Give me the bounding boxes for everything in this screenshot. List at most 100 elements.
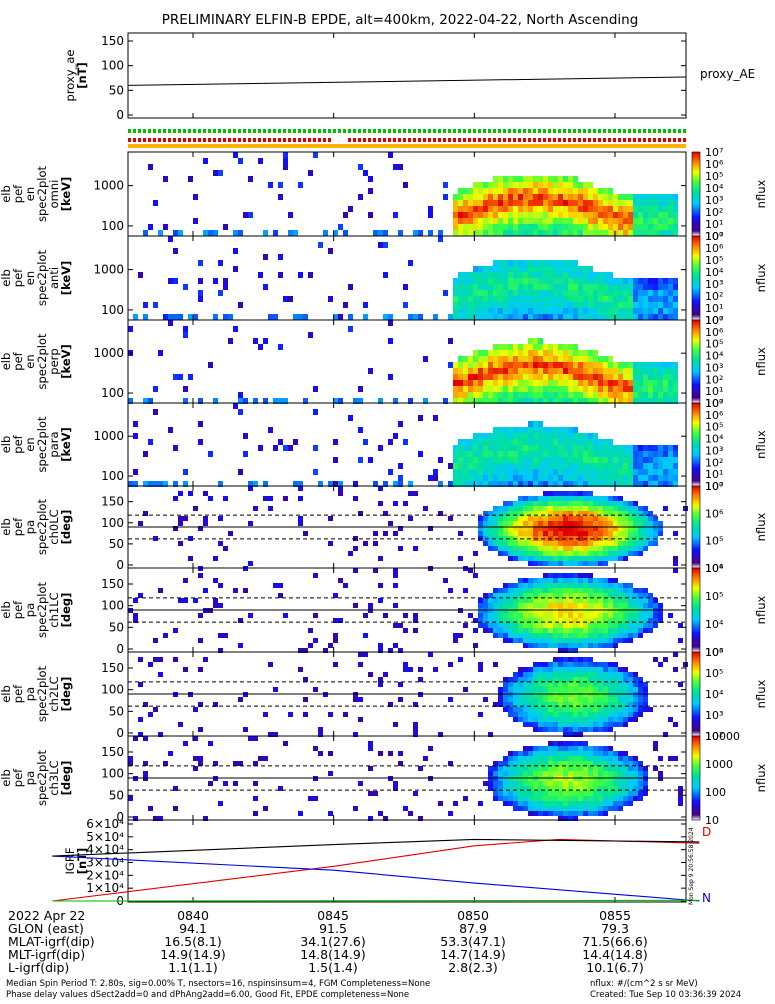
heat-cell [558, 506, 563, 511]
heat-cell [283, 296, 288, 302]
heat-cell [643, 618, 648, 623]
heat-cell [658, 314, 663, 320]
heat-cell [578, 194, 583, 200]
heat-cell [578, 368, 583, 374]
heat-cell [658, 212, 663, 218]
heat-cell [278, 344, 283, 350]
heat-cell [573, 722, 578, 727]
heat-cell [508, 556, 513, 561]
heat-cell [573, 260, 578, 266]
heat-cell [568, 643, 573, 648]
heat-cell [173, 526, 178, 531]
heat-cell [658, 392, 663, 398]
heat-cell [563, 657, 568, 662]
heat-cell [523, 588, 528, 593]
heat-cell [448, 314, 453, 320]
heat-cell [613, 392, 618, 398]
heat-cell [468, 568, 473, 573]
heat-cell [528, 707, 533, 712]
heat-cell [608, 791, 613, 796]
flag-mark-epde [413, 138, 416, 142]
heat-cell [488, 314, 493, 320]
flag-mark-epde [498, 138, 501, 142]
heat-cell [643, 296, 648, 302]
heat-cell [313, 687, 318, 692]
heat-cell [588, 386, 593, 392]
heat-cell [523, 521, 528, 526]
heat-cell [388, 338, 393, 344]
heat-cell [378, 677, 383, 682]
footer-created: Created: Tue Sep 10 03:36:39 2024 [590, 990, 741, 1000]
heat-cell [573, 727, 578, 732]
heat-cell [528, 176, 533, 182]
y-axis-label: elb [0, 353, 13, 371]
heat-cell [608, 516, 613, 521]
heat-cell [593, 677, 598, 682]
heat-cell [398, 761, 403, 766]
heat-cell [598, 623, 603, 628]
heat-cell [588, 806, 593, 811]
heat-cell [473, 278, 478, 284]
heat-cell [343, 212, 348, 218]
heat-cell [533, 541, 538, 546]
heat-cell [613, 672, 618, 677]
heat-cell [618, 496, 623, 501]
flag-mark-fgm [228, 129, 231, 133]
footer: Median Spin Period T: 2.80s, sig=0.00% T… [6, 979, 741, 1000]
heat-cell [538, 182, 543, 188]
heat-cell [453, 374, 458, 380]
heat-cell [638, 791, 643, 796]
heat-cell [193, 506, 198, 511]
heat-cell [473, 272, 478, 278]
heat-cell [578, 573, 583, 578]
heat-cell [383, 481, 388, 487]
heat-cell [198, 439, 203, 445]
heat-cell [553, 583, 558, 588]
heat-cell [528, 593, 533, 598]
heat-cell [578, 756, 583, 761]
flag-mark-epde [138, 138, 141, 142]
heat-cell [643, 506, 648, 511]
heat-cell [198, 290, 203, 296]
heat-cell [523, 496, 528, 501]
heat-cell [433, 667, 438, 672]
heat-cell [448, 338, 453, 344]
heat-cell [578, 398, 583, 404]
heat-cell [593, 356, 598, 362]
heat-cell [173, 230, 178, 236]
heat-cell [528, 374, 533, 380]
heat-cell [538, 791, 543, 796]
heat-cell [583, 603, 588, 608]
ephemeris-time-1: 0845 [317, 908, 349, 923]
heat-cell [523, 761, 528, 766]
heat-cell [528, 439, 533, 445]
heat-cell [563, 302, 568, 308]
heat-cell [573, 536, 578, 541]
heat-cell [558, 521, 563, 526]
heat-cell [538, 746, 543, 751]
heat-cell [513, 218, 518, 224]
heat-cell [238, 643, 243, 648]
heat-cell [168, 320, 173, 326]
heat-cell [598, 206, 603, 212]
y-tick-label: 0 [116, 558, 124, 572]
heat-cell [378, 445, 383, 451]
colorbar-tick-label: 10⁶ [705, 562, 724, 575]
heat-cell [533, 481, 538, 487]
heat-cell [588, 603, 593, 608]
flag-mark-epde [158, 138, 161, 142]
heat-cell [408, 314, 413, 320]
heat-cell [633, 761, 638, 766]
heat-cell [548, 687, 553, 692]
heat-cell [558, 643, 563, 648]
heat-cell [473, 374, 478, 380]
heat-cell [593, 702, 598, 707]
heat-cell [473, 350, 478, 356]
heat-cell [598, 368, 603, 374]
y-tick-label: 6×10⁴ [86, 817, 124, 831]
heat-cell [673, 457, 678, 463]
heat-cell [273, 445, 278, 451]
heat-cell [513, 588, 518, 593]
heat-cell [173, 314, 178, 320]
heat-cell [568, 541, 573, 546]
